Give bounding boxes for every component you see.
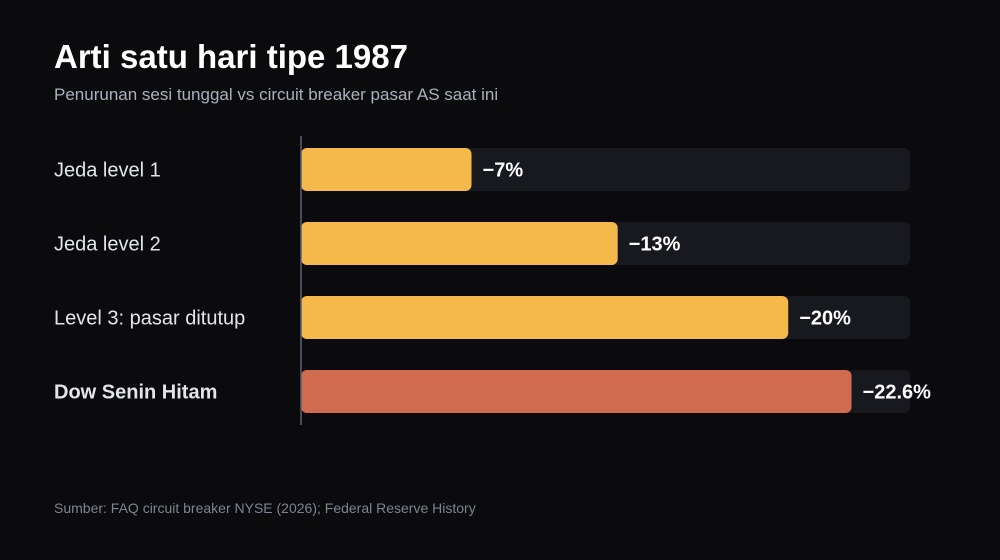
source-note: Sumber: FAQ circuit breaker NYSE (2026);… bbox=[54, 500, 476, 516]
bar bbox=[301, 296, 789, 339]
bar-highlight bbox=[301, 370, 852, 413]
chart-title: Arti satu hari tipe 1987 bbox=[54, 38, 408, 75]
category-label: Jeda level 2 bbox=[54, 234, 161, 256]
value-label: −7% bbox=[483, 160, 524, 182]
value-label: −13% bbox=[629, 234, 681, 256]
chart-subtitle: Penurunan sesi tunggal vs circuit breake… bbox=[54, 85, 499, 104]
category-label: Dow Senin Hitam bbox=[54, 382, 217, 404]
category-label: Jeda level 1 bbox=[54, 160, 161, 182]
value-label: −22.6% bbox=[863, 382, 932, 404]
category-label: Level 3: pasar ditutup bbox=[54, 308, 245, 330]
bar bbox=[301, 222, 618, 265]
value-label: −20% bbox=[799, 308, 851, 330]
bar bbox=[301, 148, 472, 191]
